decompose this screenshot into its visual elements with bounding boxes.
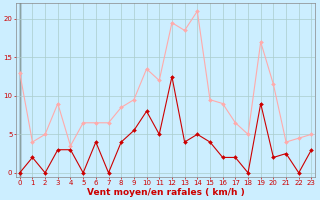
X-axis label: Vent moyen/en rafales ( km/h ): Vent moyen/en rafales ( km/h ) bbox=[87, 188, 244, 197]
